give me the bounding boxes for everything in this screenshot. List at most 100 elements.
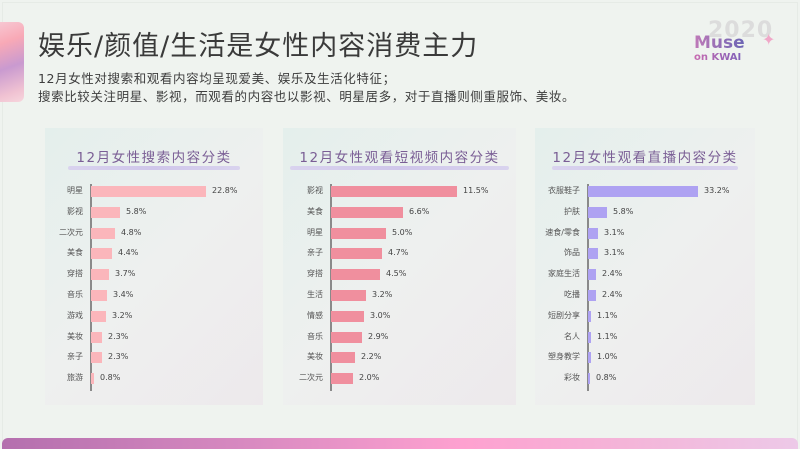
data-bar [331,269,380,281]
bar-row: 美妆 2.3% [45,331,263,344]
category-label: 游戏 [67,310,83,320]
data-bar [331,373,353,385]
chart-axis [330,184,332,391]
category-label: 衣服鞋子 [548,186,580,195]
value-label: 3.2% [112,310,133,320]
chart-title: 12月女性搜索内容分类 [76,150,232,166]
bar-row: 亲子 2.3% [45,352,263,364]
category-label: 影视 [307,186,323,195]
category-label: 彩妆 [564,373,580,383]
bar-row: 情感 3.0% [283,310,516,323]
category-label: 情感 [307,310,323,320]
data-bar [331,186,457,197]
bar-row: 影视 11.5% [283,186,516,198]
bar-row: 游戏 3.2% [45,310,263,323]
chart-panel-live: 12月女性观看直播内容分类 衣服鞋子 33.2% 护肤 5.8% 速食/零食 3.1% 饰品… [535,128,755,405]
value-label: 5.8% [613,206,634,216]
value-label: 4.8% [121,227,142,237]
category-label: 美食 [67,248,83,258]
subtitle-line-2: 搜索比较关注明星、影视，而观看的内容也以影视、明星居多，对于直播则侧重服饰、美妆… [38,89,576,104]
bar-row: 速食/零食 3.1% [535,227,755,240]
chart-axis [587,184,589,391]
value-label: 3.7% [115,269,136,279]
value-label: 2.9% [368,331,389,341]
data-bar [91,269,109,281]
value-label: 2.4% [602,269,623,279]
value-label: 11.5% [463,186,489,195]
value-label: 6.6% [409,206,430,216]
bar-row: 衣服鞋子 33.2% [535,186,755,198]
value-label: 3.1% [604,248,625,258]
value-label: 4.5% [386,269,407,279]
data-bar [91,373,94,385]
category-label: 亲子 [307,248,323,258]
chart-title: 12月女性观看直播内容分类 [552,150,738,166]
category-label: 名人 [564,331,580,341]
footer-gradient-bar [2,438,798,449]
value-label: 2.0% [359,373,380,383]
bar-row: 明星 22.8% [45,186,263,198]
category-label: 塑身教学 [548,352,580,362]
category-label: 穿搭 [307,269,323,279]
subtitle-line-1: 12月女性对搜索和观看内容均呈现爱美、娱乐及生活化特征； [38,71,396,86]
page-title: 娱乐/颜值/生活是女性内容消费主力 [38,31,479,62]
bar-row: 音乐 3.4% [45,290,263,302]
data-bar [588,206,607,218]
bar-row: 影视 5.8% [45,206,263,219]
title-underline [68,166,240,170]
category-label: 吃播 [564,290,580,299]
value-label: 5.0% [392,227,413,237]
logo-muse: Muse [694,33,745,53]
data-bar [91,331,102,343]
data-bar [588,373,590,385]
value-label: 3.1% [604,227,625,237]
value-label: 2.4% [602,290,623,299]
value-label: 4.4% [118,248,139,258]
value-label: 3.4% [113,290,134,299]
data-bar [588,248,598,260]
category-label: 美食 [307,206,323,216]
category-label: 速食/零食 [545,227,580,237]
category-label: 美妆 [67,331,83,341]
data-bar [588,310,591,322]
bar-row: 家庭生活 2.4% [535,269,755,281]
category-label: 音乐 [67,290,83,299]
data-bar [588,331,591,343]
value-label: 33.2% [704,186,730,195]
chart-panel-short-video: 12月女性观看短视频内容分类 影视 11.5% 美食 6.6% 明星 5.0% 亲子 4.7%… [283,128,516,405]
bar-row: 吃播 2.4% [535,290,755,302]
category-label: 短剧分享 [548,310,580,320]
value-label: 1.1% [597,310,618,320]
bar-row: 短剧分享 1.1% [535,310,755,323]
data-bar [331,310,364,322]
value-label: 5.8% [126,206,147,216]
category-label: 亲子 [67,352,83,362]
bar-row: 美食 4.4% [45,248,263,260]
value-label: 4.7% [388,248,409,258]
data-bar [331,227,386,239]
data-bar [91,186,206,197]
data-bar [331,248,382,260]
bar-row: 穿搭 4.5% [283,269,516,281]
logo-kwai: on KWAI [694,52,742,63]
data-bar [91,290,107,301]
bar-row: 旅游 0.8% [45,373,263,385]
logo-year: 2020 [708,18,774,43]
data-bar [91,310,106,322]
data-bar [91,248,112,260]
bar-row: 穿搭 3.7% [45,269,263,281]
title-underline [552,166,738,170]
ballerina-icon: ✦ [762,30,776,49]
category-label: 家庭生活 [548,269,580,279]
value-label: 2.3% [108,331,129,341]
chart-axis [90,184,92,391]
data-bar [588,269,596,281]
data-bar [331,290,366,301]
value-label: 2.3% [108,352,129,362]
category-label: 明星 [67,186,83,195]
category-label: 穿搭 [67,269,83,279]
bar-row: 名人 1.1% [535,331,755,344]
bar-row: 美妆 2.2% [283,352,516,364]
bar-row: 亲子 4.7% [283,248,516,260]
category-label: 影视 [67,206,83,216]
